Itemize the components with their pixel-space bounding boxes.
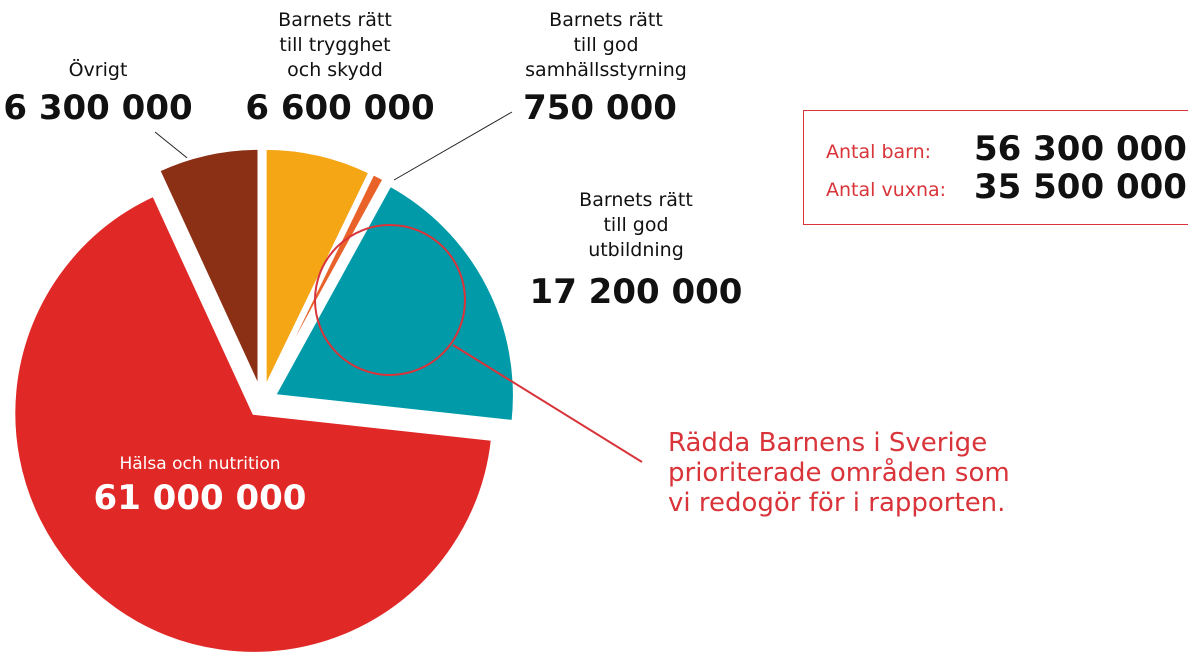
annotation: Rädda Barnens i Sverige prioriterade omr… <box>668 428 1010 518</box>
summary-value: 56 300 000 <box>974 129 1187 169</box>
annotation-line <box>452 344 643 463</box>
leader-line <box>393 111 513 181</box>
slice-label: Barnets rätt till god samhällsstyrning <box>525 9 687 81</box>
slice-value: 6 300 000 <box>3 88 193 128</box>
pie-slice <box>157 146 261 390</box>
slice-label: Övrigt <box>68 59 128 81</box>
summary-label: Antal barn: <box>826 141 932 163</box>
highlight-circle <box>314 224 466 376</box>
slice-value: 61 000 000 <box>93 478 307 518</box>
slice-label: Hälsa och nutrition <box>119 454 281 474</box>
summary-value: 35 500 000 <box>974 167 1187 207</box>
slice-label: Barnets rätt till god utbildning <box>579 189 693 261</box>
slice-value: 750 000 <box>523 88 677 128</box>
slice-label: Barnets rätt till trygghet och skydd <box>278 9 392 81</box>
slice-value: 6 600 000 <box>245 88 435 128</box>
pie-slice <box>12 193 494 653</box>
pie-slice <box>272 183 516 424</box>
summary-label: Antal vuxna: <box>826 179 947 201</box>
pie-slice <box>266 172 386 392</box>
summary-box: Antal barn: 56 300 000 Antal vuxna: 35 5… <box>803 110 1188 225</box>
pie-slice <box>263 146 372 390</box>
slice-value: 17 200 000 <box>529 272 743 312</box>
